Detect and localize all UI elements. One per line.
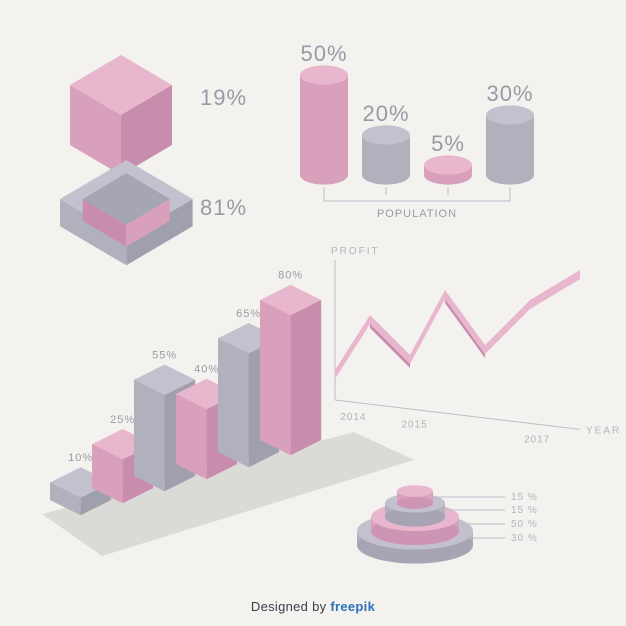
- svg-text:25%: 25%: [110, 414, 135, 426]
- hollow-cube-81: 81%: [60, 160, 247, 265]
- svg-text:2017: 2017: [524, 434, 550, 445]
- attribution: Designed by freepik: [0, 599, 626, 614]
- svg-text:10%: 10%: [68, 452, 93, 464]
- svg-text:50%: 50%: [300, 41, 347, 66]
- svg-text:2015: 2015: [402, 420, 428, 431]
- svg-text:YEAR: YEAR: [586, 425, 621, 436]
- svg-text:5%: 5%: [431, 131, 465, 156]
- svg-text:15 %: 15 %: [511, 492, 538, 503]
- stacked-disks: 30 % 50 % 15 % 15 %: [357, 485, 538, 563]
- svg-text:19%: 19%: [200, 85, 247, 110]
- svg-text:15 %: 15 %: [511, 505, 538, 516]
- svg-text:PROFIT: PROFIT: [331, 246, 380, 257]
- svg-text:80%: 80%: [278, 270, 303, 282]
- svg-text:55%: 55%: [152, 349, 177, 361]
- svg-text:65%: 65%: [236, 308, 261, 320]
- infographic-canvas: 19% 81% 50% 20% 5% 30% POPULATION 10% 25% 55% 40% 6…: [0, 0, 626, 626]
- cube-19: 19%: [70, 55, 247, 175]
- svg-text:20%: 20%: [362, 101, 409, 126]
- cylinder-chart: 50% 20% 5% 30% POPULATION: [300, 41, 534, 220]
- credit-brand: freepik: [330, 599, 375, 614]
- svg-text:30%: 30%: [486, 81, 533, 106]
- svg-text:2014: 2014: [340, 412, 366, 423]
- svg-text:POPULATION: POPULATION: [377, 208, 457, 220]
- svg-text:81%: 81%: [200, 195, 247, 220]
- profit-line-chart: PROFIT YEAR 2014 2015 2017: [331, 246, 621, 445]
- svg-text:40%: 40%: [194, 364, 219, 376]
- svg-text:30 %: 30 %: [511, 533, 538, 544]
- svg-text:50 %: 50 %: [511, 519, 538, 530]
- credit-prefix: Designed by: [251, 599, 330, 614]
